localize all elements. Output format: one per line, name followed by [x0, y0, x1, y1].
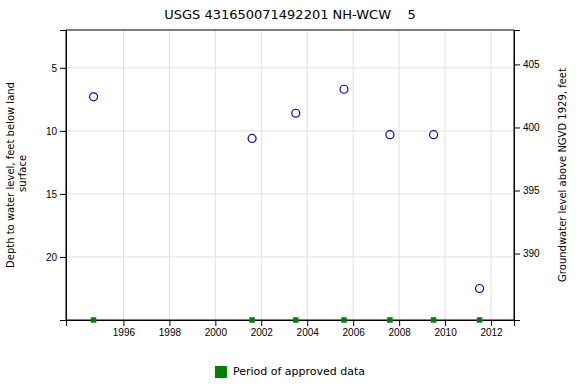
tick-mark: [399, 320, 400, 326]
point: [340, 85, 348, 93]
point: [292, 109, 300, 117]
grid-line: [66, 67, 514, 68]
approved-marker: [387, 317, 392, 322]
point: [248, 134, 256, 142]
grid-line: [491, 30, 492, 320]
grid-line: [445, 30, 446, 320]
tick-mark: [514, 191, 520, 192]
approved-marker: [431, 317, 436, 322]
tick-label: 2000: [205, 327, 228, 338]
chart: 1996 1998 2000 2002 2004 2006 2008 2010 2012 5 10 1…: [0, 0, 576, 384]
tick-mark: [307, 320, 308, 326]
tick-mark: [491, 320, 492, 326]
tick-label: 15: [46, 189, 58, 200]
plot-frame: [66, 30, 514, 320]
grid-line: [66, 193, 514, 194]
tick: 1998: [159, 320, 182, 338]
tick-label: 2002: [251, 327, 274, 338]
point: [430, 131, 438, 139]
grid-line: [66, 130, 514, 131]
tick-label: 405: [523, 59, 540, 70]
tick-label: 2006: [343, 327, 366, 338]
grid-line: [399, 30, 400, 320]
y-axis: 5 10 15 20: [46, 31, 67, 321]
tick-mark: [169, 320, 170, 326]
y-axis-label: Depth to water level, feet below land su…: [5, 82, 28, 268]
tick-label: 390: [523, 248, 540, 259]
tick: 2000: [205, 320, 228, 338]
grid-line: [353, 30, 354, 320]
tick-mark: [60, 131, 66, 132]
title: USGS 431650071492201 NH-WCW 5: [164, 7, 416, 22]
y2-axis-label: Groundwater level above NGVD 1929, feet: [557, 68, 568, 282]
axis-line: [60, 31, 67, 321]
points: [90, 85, 484, 292]
tick-label: 2008: [389, 327, 412, 338]
axis-line: [515, 31, 521, 321]
tick: 2012: [480, 320, 503, 338]
tick-label: 395: [523, 185, 540, 196]
tick: 20: [46, 252, 66, 263]
tick: 400: [514, 122, 540, 133]
approved-marker: [293, 317, 298, 322]
tick-mark: [215, 320, 216, 326]
tick-label: 10: [46, 126, 58, 137]
tick-label: 1996: [113, 327, 136, 338]
tick: 2010: [434, 320, 457, 338]
approved-marker: [477, 317, 482, 322]
point: [90, 93, 98, 101]
point: [476, 284, 484, 292]
tick-mark: [353, 320, 354, 326]
grid-line: [66, 256, 514, 257]
tick-label: 2010: [434, 327, 457, 338]
tick: 390: [514, 248, 540, 259]
tick: 5: [51, 63, 66, 74]
tick: 1996: [113, 320, 136, 338]
tick-mark: [261, 320, 262, 326]
tick-mark: [514, 127, 520, 128]
tick-label: 2012: [480, 327, 503, 338]
grid-line: [261, 30, 262, 320]
axis-line: [67, 321, 515, 327]
tick-label: 400: [523, 122, 540, 133]
tick: 10: [46, 126, 66, 137]
tick-mark: [514, 64, 520, 65]
tick: 2004: [297, 320, 320, 338]
tick-mark: [60, 194, 66, 195]
approved-marker: [341, 317, 346, 322]
tick: 395: [514, 185, 540, 196]
tick-label: 2004: [297, 327, 320, 338]
legend-swatch: [215, 366, 227, 378]
x-axis: 1996 1998 2000 2002 2004 2006 2008 2010 2012: [67, 320, 515, 338]
grid-line: [169, 30, 170, 320]
tick: 15: [46, 189, 66, 200]
y2-axis: 390 395 400 405: [514, 31, 540, 321]
plot: 1996 1998 2000 2002 2004 2006 2008 2010 2012 5 10 1…: [46, 30, 540, 338]
grid-line: [123, 30, 124, 320]
legend-label: Period of approved data: [233, 365, 365, 378]
tick: 405: [514, 59, 540, 70]
point: [386, 131, 394, 139]
grid-line: [215, 30, 216, 320]
tick-mark: [60, 257, 66, 258]
tick-mark: [514, 254, 520, 255]
tick-label: 1998: [159, 327, 182, 338]
approved-marker: [91, 317, 96, 322]
approved-marker: [249, 317, 254, 322]
tick-mark: [445, 320, 446, 326]
approved-markers: [91, 317, 482, 322]
tick-mark: [123, 320, 124, 326]
tick-label: 5: [51, 63, 57, 74]
legend: Period of approved data: [215, 365, 365, 378]
grid: [66, 30, 514, 320]
tick-mark: [60, 68, 66, 69]
tick-label: 20: [46, 252, 58, 263]
grid-line: [307, 30, 308, 320]
